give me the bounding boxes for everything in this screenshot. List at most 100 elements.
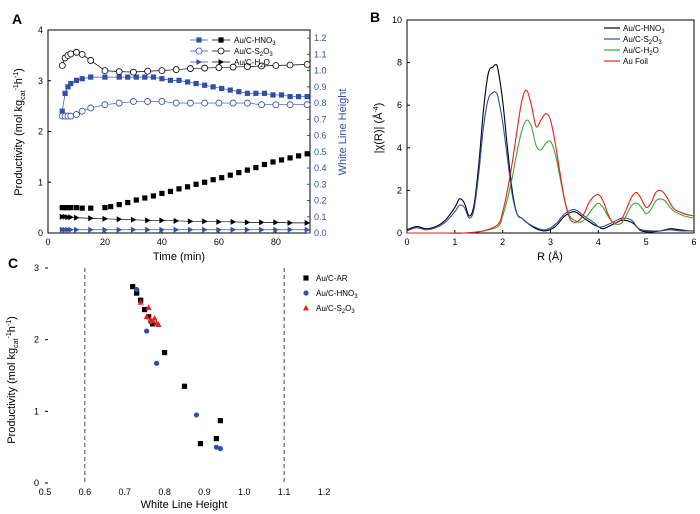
- panel-c-legend-label: Au/C-AR: [316, 274, 348, 283]
- panel-c-legend-marker: [303, 304, 309, 311]
- panel-a-y2tick-label: 1.2: [314, 33, 327, 43]
- panel-a-point: [278, 92, 285, 98]
- panel-a-point: [184, 79, 191, 85]
- panel-a-y2tick-label: 1.1: [314, 49, 327, 59]
- panel-a-point: [304, 226, 311, 233]
- panel-a-legend-label: Au/C-S2O3: [234, 47, 273, 58]
- panel-a-point: [167, 188, 174, 194]
- panel-a-point: [101, 67, 109, 74]
- panel-a-point: [78, 107, 86, 115]
- panel-a-point: [296, 153, 302, 159]
- panel-a-point: [187, 218, 194, 225]
- panel-a-point: [270, 92, 276, 98]
- panel-c-point: [134, 290, 140, 296]
- panel-a-point: [273, 226, 279, 233]
- panel-a-point: [210, 84, 216, 90]
- panel-a-xtick-label: 40: [157, 237, 167, 247]
- panel-c-point: [217, 446, 223, 452]
- panel-a-point: [116, 216, 123, 223]
- panel-b-xtick-label: 0: [404, 237, 409, 247]
- panel-a-point: [287, 226, 294, 233]
- panel-a-point: [159, 190, 165, 197]
- panel-a-y2tick-label: 0.9: [314, 82, 327, 92]
- panel-a-xlabel: Time (min): [153, 251, 205, 263]
- panel-a-xtick-label: 20: [100, 237, 110, 247]
- panel-a-point: [244, 90, 250, 96]
- panel-a-point: [187, 226, 194, 233]
- panel-a-point: [172, 66, 180, 73]
- panel-a-point: [272, 62, 280, 69]
- panel-a-point: [201, 99, 209, 107]
- panel-a-ylabel: Productivity (mol kgcat-1h-1): [13, 68, 27, 196]
- panel-a-point: [108, 204, 114, 210]
- panel-c-legend-label: Au/C-HNO3: [316, 289, 358, 300]
- panel-c-xtick-label: 1.0: [238, 487, 251, 497]
- panel-a-point: [87, 104, 95, 112]
- panel-a-point: [150, 193, 156, 199]
- panel-a-point: [144, 98, 152, 105]
- panel-a-point: [186, 65, 194, 72]
- panel-a-point: [229, 99, 237, 107]
- panel-a-y2tick-label: 0.0: [314, 228, 327, 238]
- panel-a-point: [102, 205, 108, 211]
- panel-a-legend-marker: [196, 59, 202, 65]
- panel-a-point: [286, 101, 294, 109]
- panel-c-point: [146, 314, 152, 320]
- panel-a-point: [68, 226, 74, 233]
- panel-a-point: [159, 226, 165, 233]
- panel-a-point: [303, 101, 311, 109]
- panel-c-point: [143, 313, 150, 320]
- panel-a-point: [115, 99, 123, 107]
- panel-a-xtick-label: 60: [214, 237, 224, 247]
- panel-a-legend-marker: [196, 37, 202, 43]
- panel-a-point: [102, 226, 108, 233]
- panel-c-ytick-label: 2: [34, 335, 39, 345]
- panel-a-point: [229, 63, 237, 71]
- panel-a-point: [102, 215, 108, 222]
- panel-a-point: [144, 67, 152, 75]
- panel-c-point: [145, 304, 152, 310]
- panel-c-point: [151, 314, 158, 321]
- panel-c-xtick-label: 0.6: [79, 487, 92, 497]
- panel-a-point: [59, 205, 65, 211]
- panel-a-point: [202, 179, 208, 185]
- panel-a-point: [273, 219, 279, 226]
- panel-b-ytick-label: 8: [397, 58, 402, 68]
- panel-a-y2tick-label: 1.0: [314, 66, 327, 76]
- panel-a-point: [62, 226, 69, 233]
- panel-a-point: [67, 112, 75, 120]
- panel-c-point: [144, 328, 150, 334]
- panel-a-point: [142, 74, 148, 80]
- panel-label-a: A: [12, 11, 22, 27]
- panel-a-legend-marker: [218, 37, 224, 43]
- panel-a-point: [116, 201, 122, 208]
- panel-a-point: [253, 90, 259, 96]
- panel-a-point: [130, 216, 137, 223]
- panel-c-ytick-label: 1: [34, 406, 39, 416]
- panel-a-point: [88, 74, 94, 80]
- panel-a-point: [244, 167, 250, 173]
- panel-a-point: [304, 151, 310, 157]
- panel-a-point: [125, 199, 131, 206]
- panel-a-point: [253, 164, 259, 171]
- panel-a-point: [176, 77, 182, 83]
- panel-a-point: [159, 76, 165, 82]
- panel-a-legend-marker: [195, 47, 203, 55]
- panel-b-series-line: [407, 119, 695, 234]
- panel-a-point: [150, 74, 156, 80]
- panel-a-point: [65, 84, 71, 90]
- panel-c-xtick-label: 0.9: [198, 487, 211, 497]
- panel-a-point: [59, 226, 66, 233]
- panel-a-point: [102, 74, 108, 80]
- panel-a-point: [88, 205, 94, 211]
- panel-b-ylabel: |χ(R)| (Å-4): [372, 103, 385, 154]
- panel-c-xtick-label: 0.7: [118, 487, 131, 497]
- panel-a-point: [142, 195, 148, 201]
- panel-a-point: [78, 50, 86, 58]
- panel-b-legend-label: Au/C-H2O: [623, 46, 659, 57]
- panel-c-point: [193, 412, 200, 418]
- panel-a-series-line: [62, 216, 308, 224]
- panel-b-legend-label: Au Foil: [623, 57, 648, 66]
